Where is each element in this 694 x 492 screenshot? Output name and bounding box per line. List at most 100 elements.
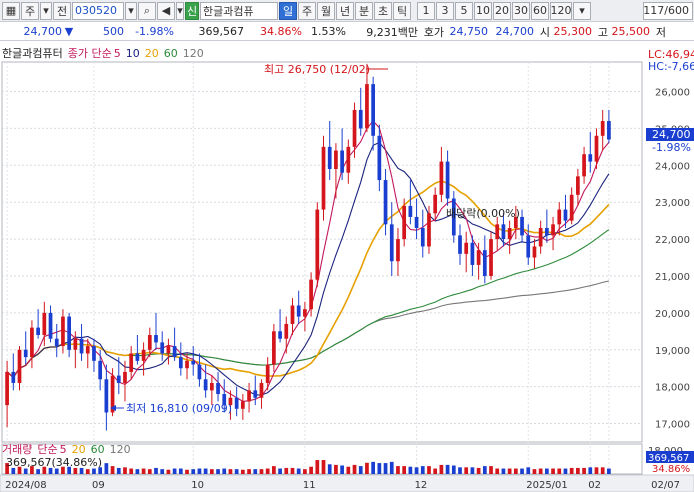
- volume-bar: [303, 469, 307, 474]
- chevron-down-icon[interactable]: ▾: [125, 1, 137, 20]
- candle-body: [464, 242, 469, 254]
- candle-body: [507, 228, 512, 240]
- search-icon[interactable]: ⌕: [138, 1, 156, 20]
- period-tab-second[interactable]: 초: [374, 1, 392, 20]
- candle-body: [569, 194, 574, 221]
- candle-body: [377, 135, 382, 181]
- vol-ma20-period: 20: [71, 442, 86, 456]
- minute-option-30[interactable]: 30: [512, 1, 530, 20]
- minute-option-1[interactable]: 1: [417, 1, 435, 20]
- minute-option-3[interactable]: 3: [436, 1, 454, 20]
- candle-body: [402, 205, 407, 240]
- volume-bar: [141, 468, 146, 474]
- price-tick-label: 19,000: [655, 346, 690, 357]
- current-change-tag: -1.98%: [652, 141, 691, 154]
- chevron-down-icon[interactable]: ▾: [40, 1, 52, 20]
- candle-body: [420, 228, 425, 247]
- volume-bar: [253, 469, 258, 474]
- period-tab-month[interactable]: 월: [317, 1, 335, 20]
- volume-bar: [309, 466, 313, 474]
- candle-body: [458, 235, 462, 254]
- candle-body: [532, 246, 537, 258]
- volume-bar: [396, 466, 400, 474]
- candle-body: [92, 346, 96, 361]
- candle-body: [11, 371, 16, 383]
- volume-bar: [209, 469, 214, 474]
- volume-bar: [85, 469, 90, 474]
- candle-body: [303, 309, 307, 317]
- minute-option-60[interactable]: 60: [531, 1, 549, 20]
- period-tab-day[interactable]: 일: [279, 1, 297, 20]
- candle-body: [520, 216, 524, 236]
- candle-body: [36, 327, 40, 336]
- chevron-down-icon[interactable]: ▾: [573, 1, 591, 20]
- candle-body: [315, 209, 320, 280]
- volume-bar: [569, 467, 574, 474]
- date-tick-label: 12: [415, 480, 428, 491]
- volume-bar: [495, 468, 500, 474]
- volume-bar: [321, 460, 326, 474]
- volume-bar: [513, 468, 518, 474]
- speaker-icon[interactable]: ◀: [157, 1, 175, 20]
- candle-body: [296, 305, 301, 317]
- candle-body: [123, 371, 127, 383]
- candle-body: [79, 338, 84, 354]
- minute-option-10[interactable]: 10: [474, 1, 492, 20]
- candle-body: [272, 331, 276, 365]
- page-count-field[interactable]: 117/600: [643, 1, 693, 20]
- grid-lines: [2, 62, 642, 474]
- volume-bar: [538, 468, 543, 474]
- candle-body: [141, 349, 146, 361]
- candle-body: [23, 349, 28, 358]
- volume-bar: [458, 467, 462, 474]
- period-tab-year[interactable]: 년: [336, 1, 354, 20]
- price-tick-label: 23,000: [655, 198, 690, 209]
- candle-body: [54, 338, 59, 347]
- volume-bar: [315, 460, 320, 474]
- period-tab-week[interactable]: 주: [298, 1, 316, 20]
- candle-body: [334, 150, 338, 169]
- candle-body: [396, 239, 400, 262]
- minute-option-120[interactable]: 120: [550, 1, 572, 20]
- minute-option-20[interactable]: 20: [493, 1, 511, 20]
- volume-bar: [532, 469, 537, 474]
- ask-price: 24,750: [449, 25, 489, 38]
- volume-bar: [389, 461, 394, 474]
- prev-button[interactable]: 전: [53, 1, 71, 20]
- price-axis: 26,000 25,000 24,000 23,000 22,000 21,000 20,0…: [655, 88, 690, 431]
- volume-bar: [414, 467, 419, 474]
- change-rate: -1.98%: [135, 25, 174, 38]
- grid-icon[interactable]: ▦: [2, 1, 20, 20]
- candle-body: [154, 335, 158, 343]
- volume-bar: [507, 468, 512, 474]
- candle-body: [197, 364, 202, 380]
- volume-bar: [222, 468, 227, 474]
- moving-average-lines: [6, 120, 610, 402]
- lc-label: LC:46,94: [648, 48, 694, 61]
- volume-bar: [482, 466, 487, 474]
- candle-body: [433, 194, 438, 214]
- volume-bar: [451, 465, 456, 474]
- period-tab-minute[interactable]: 분: [355, 1, 373, 20]
- volume-bar: [154, 467, 158, 474]
- candle-body: [526, 235, 531, 258]
- minute-option-5[interactable]: 5: [455, 1, 473, 20]
- candle-body: [147, 335, 152, 350]
- candle-body: [482, 250, 487, 276]
- chevron-down-icon[interactable]: ▾: [176, 1, 184, 20]
- volume-bar: [116, 467, 121, 474]
- candle-body: [160, 342, 165, 354]
- period-tab-tick[interactable]: 틱: [393, 1, 411, 20]
- ma120-period: 120: [182, 46, 204, 60]
- volume-bar: [265, 468, 270, 474]
- ma5-line: [6, 120, 610, 402]
- candle-body: [259, 382, 264, 398]
- candle-body: [346, 146, 351, 173]
- volume-bar: [160, 469, 165, 474]
- stock-code-input[interactable]: 030520: [72, 1, 124, 20]
- volume-bar: [594, 467, 599, 474]
- volume-bar: [476, 467, 481, 474]
- candle-body: [551, 224, 555, 236]
- account-type-select[interactable]: 주: [21, 1, 39, 20]
